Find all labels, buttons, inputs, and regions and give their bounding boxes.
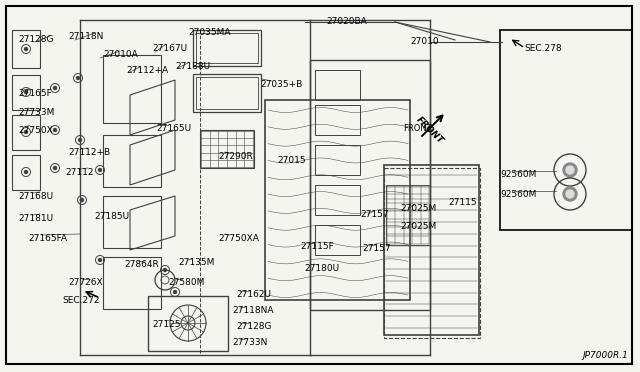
Text: 27157: 27157 [362, 244, 390, 253]
Text: 27580M: 27580M [168, 278, 204, 287]
Text: SEC.278: SEC.278 [524, 44, 562, 53]
Circle shape [79, 138, 81, 141]
Circle shape [54, 128, 56, 131]
Text: 27168U: 27168U [18, 192, 53, 201]
Circle shape [24, 131, 28, 134]
Bar [315, 145, 360, 175]
Bar [315, 225, 360, 255]
Text: 27118NA: 27118NA [232, 306, 273, 315]
Text: 27180U: 27180U [304, 264, 339, 273]
Text: FRONT: FRONT [403, 124, 432, 133]
Bar [196, 77, 258, 109]
Text: 27112: 27112 [65, 168, 93, 177]
Bar [500, 30, 632, 230]
Bar [103, 257, 161, 309]
Bar [200, 130, 254, 168]
Text: 27035+B: 27035+B [260, 80, 302, 89]
Text: SEC.272: SEC.272 [62, 296, 99, 305]
Text: 27112+B: 27112+B [68, 148, 110, 157]
Bar [193, 30, 261, 66]
Text: 92560M: 92560M [500, 170, 536, 179]
Text: 27112+A: 27112+A [126, 66, 168, 75]
Circle shape [54, 87, 56, 90]
Circle shape [24, 48, 28, 51]
Text: 27115: 27115 [448, 198, 477, 207]
Text: 27025M: 27025M [400, 204, 436, 213]
Text: 27015: 27015 [277, 156, 306, 165]
Text: 27010: 27010 [410, 37, 438, 46]
Bar [265, 100, 410, 300]
Text: 27750X: 27750X [18, 126, 52, 135]
Text: 27864R: 27864R [124, 260, 159, 269]
Text: 27162U: 27162U [236, 290, 271, 299]
Circle shape [163, 269, 166, 272]
Bar [103, 135, 161, 187]
Text: 27020BA: 27020BA [326, 17, 367, 26]
Text: 92560M: 92560M [500, 190, 536, 199]
Bar [148, 296, 228, 351]
Text: 27726X: 27726X [68, 278, 102, 287]
Text: 27167U: 27167U [152, 44, 187, 53]
Circle shape [566, 190, 574, 198]
Circle shape [563, 163, 577, 177]
Circle shape [54, 167, 56, 170]
Circle shape [563, 187, 577, 201]
Text: 27118N: 27118N [68, 32, 104, 41]
Text: 27185U: 27185U [94, 212, 129, 221]
Text: 27733N: 27733N [232, 338, 268, 347]
Text: 27128G: 27128G [18, 35, 54, 44]
Bar [12, 75, 40, 110]
Text: 27165U: 27165U [156, 124, 191, 133]
Text: 27025M: 27025M [400, 222, 436, 231]
Text: 27750XA: 27750XA [218, 234, 259, 243]
Text: 27165F: 27165F [18, 89, 52, 98]
Bar [12, 155, 40, 190]
Bar [103, 55, 161, 123]
Text: 27157: 27157 [360, 210, 388, 219]
Circle shape [99, 259, 102, 262]
Bar [315, 185, 360, 215]
Text: 27181U: 27181U [18, 214, 53, 223]
Text: 27035MA: 27035MA [188, 28, 230, 37]
Text: 27128G: 27128G [236, 322, 271, 331]
Text: FRONT: FRONT [415, 115, 445, 145]
Text: 27733M: 27733M [18, 108, 54, 117]
Circle shape [566, 166, 574, 174]
Text: 27125: 27125 [152, 320, 180, 329]
Bar [103, 196, 161, 248]
Circle shape [99, 169, 102, 171]
Bar [315, 105, 360, 135]
Bar [384, 168, 480, 338]
Bar [315, 70, 360, 100]
Text: 27135M: 27135M [178, 258, 214, 267]
Circle shape [81, 199, 83, 202]
Text: 27010A: 27010A [103, 50, 138, 59]
Circle shape [24, 90, 28, 93]
Text: 27165FA: 27165FA [28, 234, 67, 243]
Bar [310, 60, 430, 310]
Bar [12, 30, 40, 68]
Bar [386, 185, 430, 245]
Text: 27115F: 27115F [300, 242, 333, 251]
Bar [384, 165, 479, 335]
Circle shape [24, 170, 28, 173]
Text: JP7000R.1: JP7000R.1 [582, 351, 628, 360]
Circle shape [77, 77, 79, 80]
Circle shape [173, 291, 177, 294]
Text: 27188U: 27188U [175, 62, 210, 71]
Bar [193, 74, 261, 112]
Bar [196, 33, 258, 63]
Text: 27290R: 27290R [218, 152, 253, 161]
Bar [12, 115, 40, 150]
